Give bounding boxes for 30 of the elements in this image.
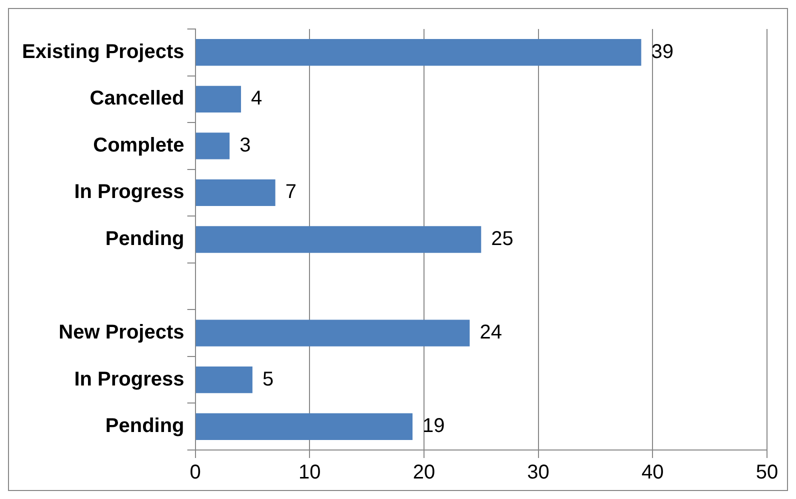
- bar: [196, 320, 470, 346]
- bar: [196, 86, 242, 112]
- data-label: 4: [251, 88, 262, 110]
- bar: [196, 132, 230, 160]
- data-label: 5: [262, 368, 274, 390]
- data-label: 19: [422, 415, 445, 438]
- bar: [196, 413, 413, 440]
- y-tick-label: In Progress: [74, 181, 184, 204]
- data-label: 24: [480, 322, 502, 344]
- y-tick-label: In Progress: [74, 368, 184, 390]
- x-tick-label: 30: [527, 462, 550, 484]
- y-tick-label: Pending: [105, 228, 184, 250]
- data-label: 3: [240, 134, 251, 156]
- x-tick-label: 10: [298, 462, 321, 484]
- y-tick-label: Cancelled: [90, 88, 184, 110]
- bar: [196, 39, 642, 66]
- x-tick-label: 0: [190, 462, 201, 484]
- x-tick-label: 20: [412, 462, 436, 484]
- data-label: 39: [651, 40, 674, 63]
- data-label: 7: [285, 181, 296, 204]
- bar: [196, 179, 276, 206]
- x-tick-label: 50: [756, 462, 778, 484]
- x-tick-label: 40: [642, 462, 664, 484]
- bar: [196, 226, 482, 253]
- y-tick-label: Existing Projects: [22, 40, 184, 63]
- bar: [196, 366, 252, 394]
- y-tick-label: Pending: [105, 415, 184, 438]
- y-tick-label: Complete: [93, 134, 184, 156]
- data-label: 25: [491, 228, 514, 250]
- y-tick-label: New Projects: [58, 322, 184, 344]
